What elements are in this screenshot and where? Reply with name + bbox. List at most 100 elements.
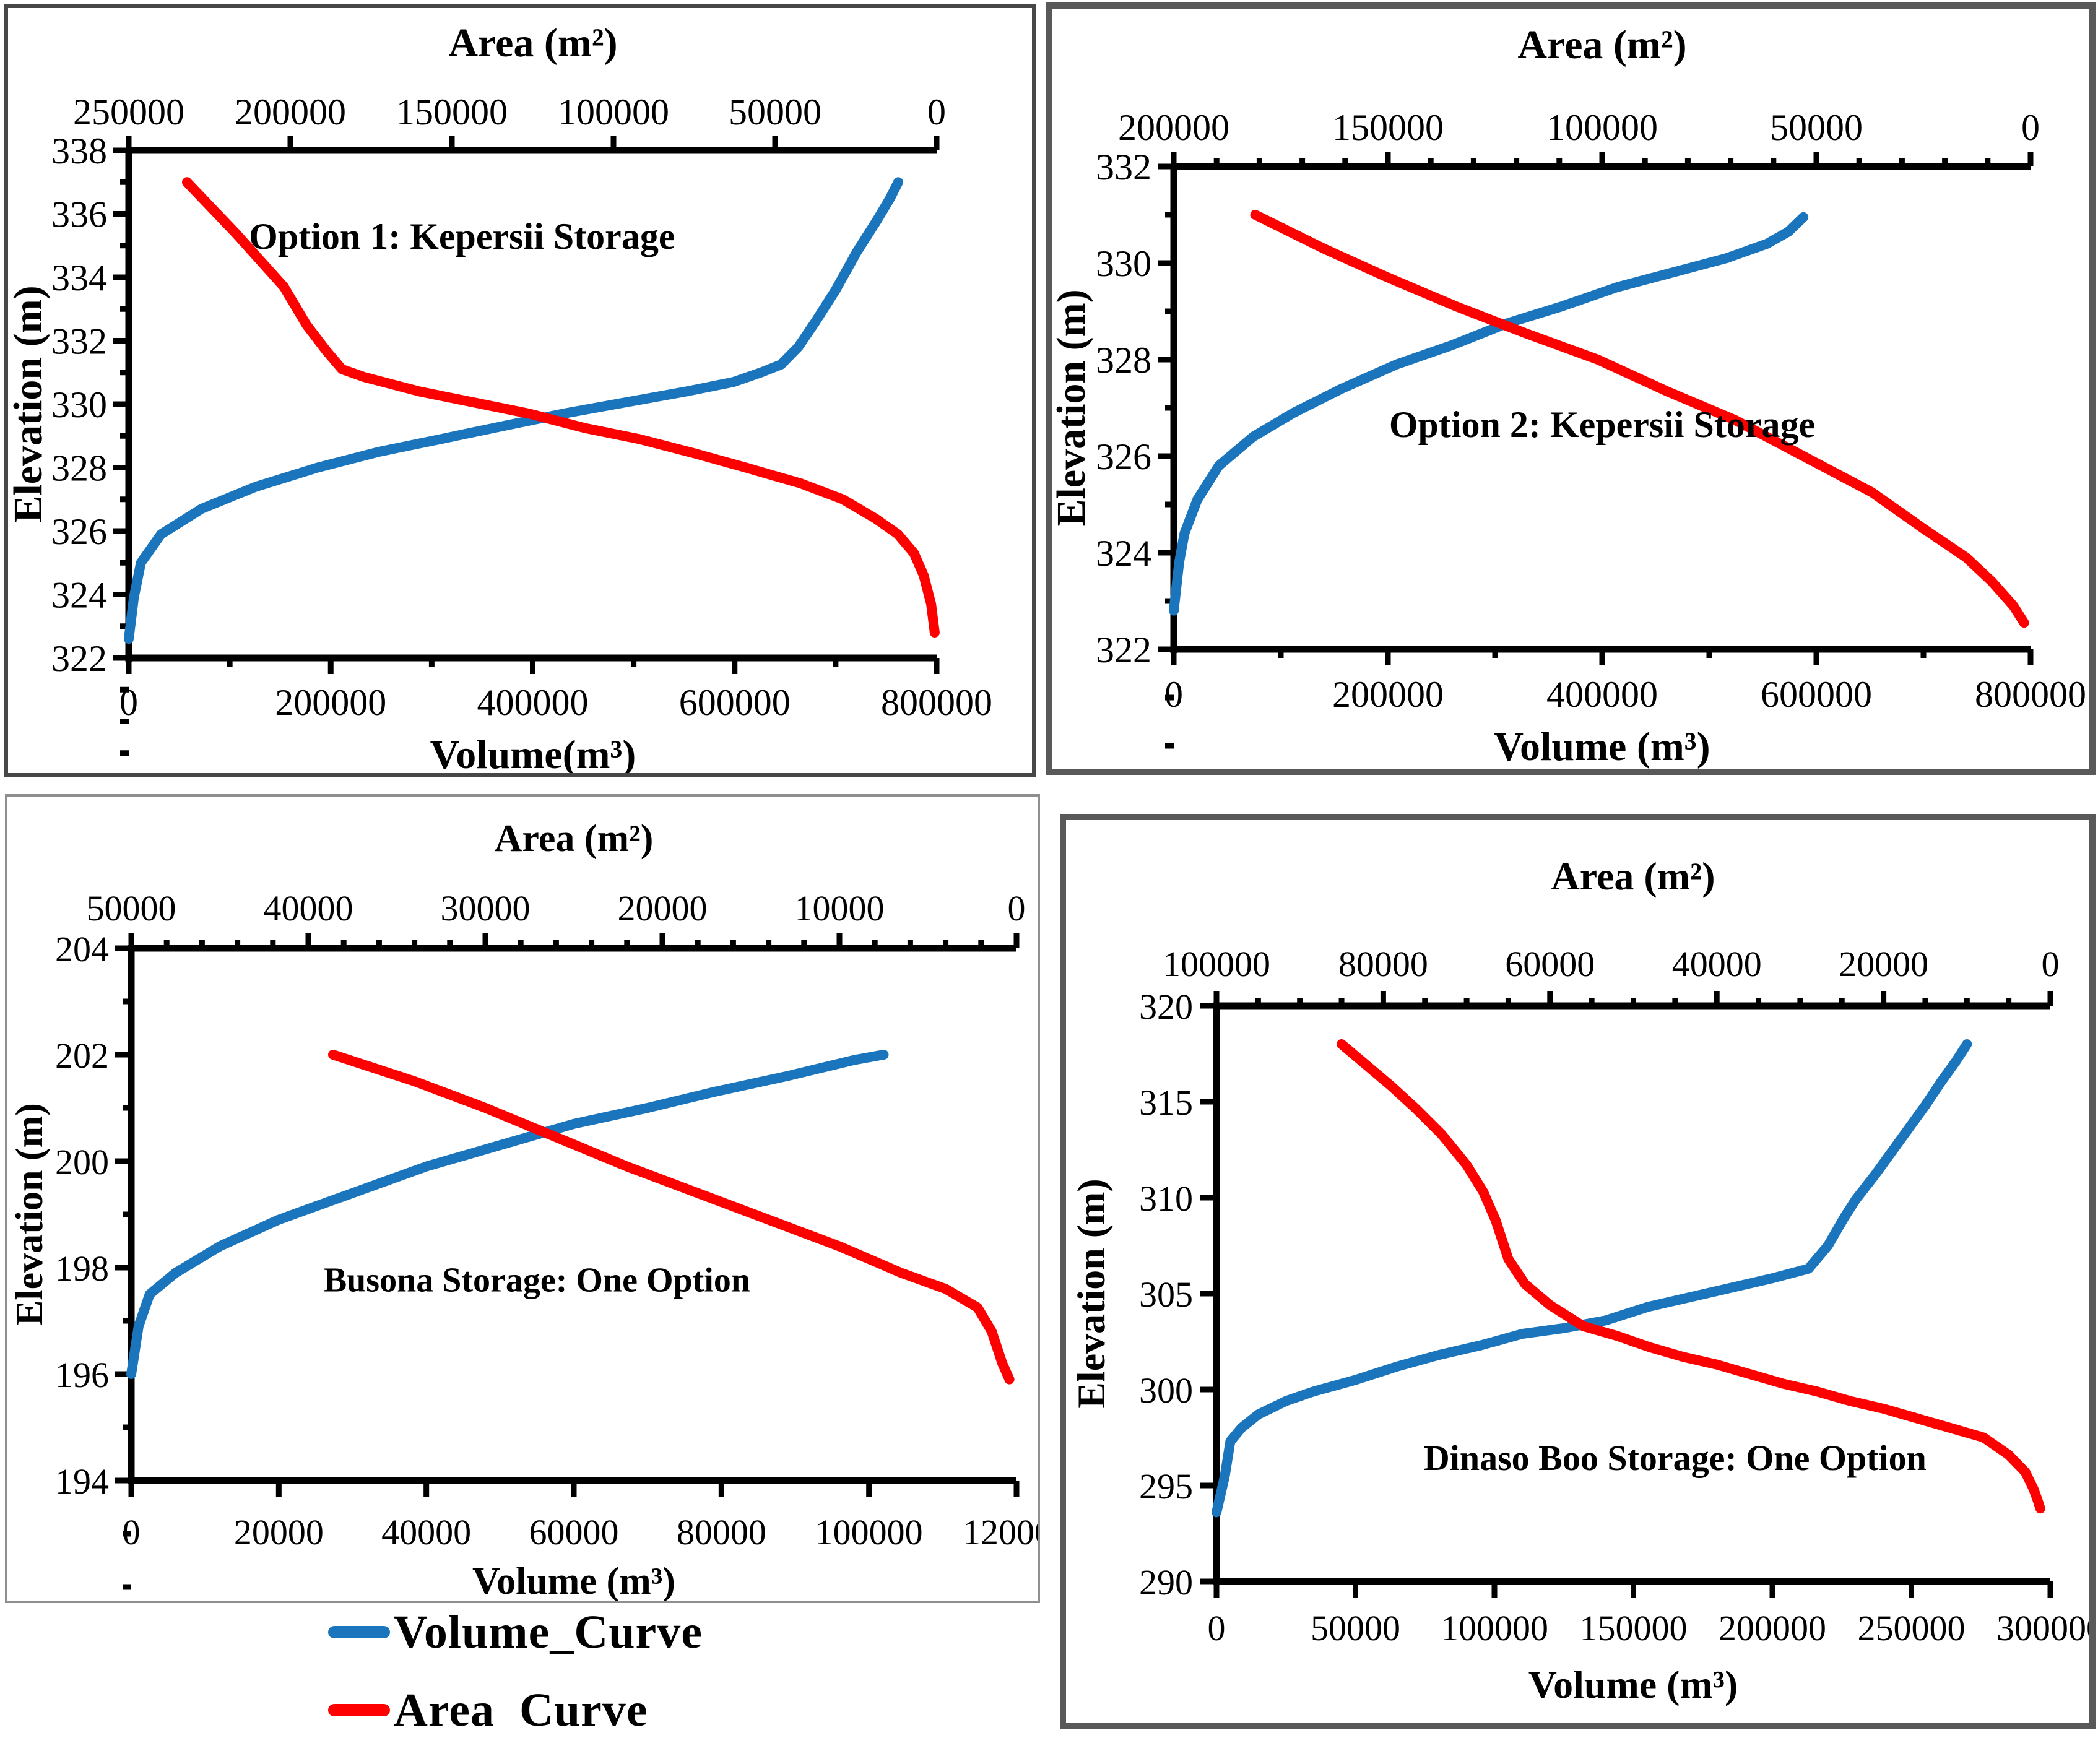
y-axis-tick-label: 334 xyxy=(51,257,107,298)
x-axis-tick-label: 0 xyxy=(1164,674,1183,715)
top-axis-tick-label: 20000 xyxy=(1839,944,1928,984)
y-axis-tick-label: 338 xyxy=(51,131,107,171)
chart-legend: Volume_Curve Area Curve xyxy=(328,1606,703,1764)
x-axis-tick-label: 600000 xyxy=(679,682,791,723)
top-axis-tick-label: 0 xyxy=(2021,107,2040,148)
axis-ticks xyxy=(115,933,1020,1590)
y-axis-tick-label: 332 xyxy=(1096,147,1151,188)
y-axis-tick-label: 300 xyxy=(1139,1370,1193,1411)
chart-title: Option 1: Kepersii Storage xyxy=(249,216,675,257)
top-axis-title: Area (m²) xyxy=(1517,22,1686,67)
top-axis-title: Area (m²) xyxy=(495,818,654,860)
top-axis-tick-label: 100000 xyxy=(558,92,669,132)
chart-title: Dinaso Boo Storage: One Option xyxy=(1424,1438,1927,1478)
axis-ticks xyxy=(113,136,940,756)
legend-label-volume-curve: Volume_Curve xyxy=(394,1606,703,1658)
top-axis-tick-label: 0 xyxy=(927,92,946,132)
x-axis-tick-label: 100000 xyxy=(1441,1608,1548,1648)
top-axis-tick-label: 100000 xyxy=(1163,944,1270,984)
top-axis-tick-label: 200000 xyxy=(1118,107,1229,148)
y-axis-tick-label: 202 xyxy=(55,1035,109,1076)
top-axis-tick-label: 60000 xyxy=(1505,944,1595,984)
x-axis-tick-label: 600000 xyxy=(1761,674,1872,715)
series-volume-curve xyxy=(126,1050,889,1379)
y-axis-tick-label: 336 xyxy=(51,194,107,235)
top-axis-title: Area (m²) xyxy=(1551,854,1715,898)
legend-swatch-volume-curve xyxy=(328,1626,390,1638)
y-axis-title: Elevation (m) xyxy=(1052,289,1094,526)
top-axis-tick-label: 250000 xyxy=(73,92,184,132)
x-axis-tick-label: 250000 xyxy=(1858,1608,1966,1648)
top-axis-tick-label: 80000 xyxy=(1338,944,1428,984)
legend-item-area-curve: Area Curve xyxy=(328,1684,703,1736)
series-volume-curve xyxy=(1212,1039,1972,1518)
x-axis-tick-label: 80000 xyxy=(677,1512,766,1552)
axis-spines xyxy=(128,945,1016,1484)
y-axis-tick-label: 290 xyxy=(1139,1562,1193,1602)
x-axis-tick-label: 50000 xyxy=(1311,1608,1400,1648)
axis-ticks xyxy=(1200,991,2053,1598)
y-axis-tick-label: 295 xyxy=(1139,1466,1193,1507)
y-axis-tick-label: 324 xyxy=(51,575,107,616)
y-axis-tick-label: 196 xyxy=(55,1355,109,1395)
top-axis-tick-label: 30000 xyxy=(441,888,531,928)
y-axis-tick-label: 310 xyxy=(1139,1178,1193,1219)
x-axis-tick-label: 20000 xyxy=(234,1512,324,1552)
y-axis-tick-label: 194 xyxy=(55,1461,109,1502)
y-axis-tick-label: 320 xyxy=(1139,987,1193,1027)
x-axis-title: Volume(m³) xyxy=(430,732,636,773)
x-axis-tick-label: 0 xyxy=(119,682,138,723)
y-axis-tick-label: 315 xyxy=(1139,1083,1193,1123)
y-axis-tick-label: 322 xyxy=(1096,629,1151,670)
x-axis-tick-label: 0 xyxy=(1208,1608,1226,1648)
chart-panel-option1-kepersii: 322 324 326 328 330 332 334 336 338 250000 200000 1… xyxy=(4,4,1036,777)
y-axis-title: Elevation (m) xyxy=(9,1103,51,1326)
axis-ticks xyxy=(1158,152,2034,749)
legend-item-volume-curve: Volume_Curve xyxy=(328,1606,703,1658)
x-axis-tick-label: 800000 xyxy=(1975,674,2086,715)
y-axis-tick-label: 330 xyxy=(1096,243,1151,284)
y-axis-tick-label: 198 xyxy=(55,1248,109,1289)
x-axis-tick-label: 200000 xyxy=(275,682,386,723)
x-axis-tick-label: 300000 xyxy=(1996,1608,2089,1648)
series-area-curve xyxy=(182,177,940,638)
top-axis-tick-label: 20000 xyxy=(618,888,708,928)
top-axis-tick-label: 50000 xyxy=(729,92,821,132)
y-axis-title: Elevation (m) xyxy=(1069,1178,1113,1409)
x-axis-tick-label: 60000 xyxy=(529,1512,619,1552)
x-axis-title: Volume (m³) xyxy=(1528,1662,1738,1706)
y-axis-tick-label: 332 xyxy=(51,321,107,362)
y-axis-tick-label: 330 xyxy=(51,384,107,425)
y-axis-tick-label: 204 xyxy=(55,929,109,969)
series-area-curve xyxy=(1250,210,2029,628)
y-axis-tick-label: 322 xyxy=(51,638,107,679)
x-axis-tick-label: 0 xyxy=(123,1512,141,1552)
chart-panel-option2-kepersii: 322 324 326 328 330 332 200000 150000 100000 5000… xyxy=(1046,2,2096,775)
y-axis-tick-label: 324 xyxy=(1096,533,1151,574)
x-axis-tick-label: 400000 xyxy=(477,682,589,723)
top-axis-tick-label: 200000 xyxy=(235,92,346,132)
legend-swatch-area-curve xyxy=(328,1704,390,1716)
top-axis-title: Area (m²) xyxy=(448,20,617,66)
x-axis-tick-label: 40000 xyxy=(381,1512,471,1552)
chart-title: Busona Storage: One Option xyxy=(324,1261,750,1300)
series-volume-curve xyxy=(124,177,903,644)
y-axis-title: Elevation (m) xyxy=(8,285,51,522)
legend-label-area-curve: Area Curve xyxy=(394,1684,648,1736)
x-axis-title: Volume (m³) xyxy=(472,1560,675,1601)
y-axis-tick-label: 326 xyxy=(51,511,107,552)
axis-spines xyxy=(1213,1002,2050,1585)
x-axis-tick-label: 200000 xyxy=(1719,1608,1826,1648)
top-axis-tick-label: 0 xyxy=(2042,944,2060,984)
y-axis-tick-label: 328 xyxy=(1096,340,1151,381)
x-axis-title: Volume (m³) xyxy=(1494,724,1710,769)
series-area-curve xyxy=(1337,1039,2045,1514)
x-axis-tick-label: 150000 xyxy=(1580,1608,1688,1648)
top-axis-tick-label: 40000 xyxy=(1672,944,1762,984)
top-axis-tick-label: 40000 xyxy=(264,888,353,928)
